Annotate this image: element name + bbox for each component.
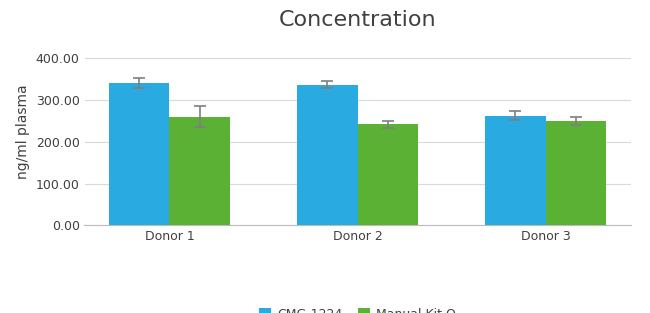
Bar bbox=[109, 84, 170, 225]
Bar bbox=[170, 117, 229, 225]
Bar bbox=[358, 124, 418, 225]
Y-axis label: ng/ml plasma: ng/ml plasma bbox=[16, 84, 30, 179]
Bar bbox=[486, 115, 545, 225]
Bar bbox=[297, 85, 358, 225]
Title: Concentration: Concentration bbox=[279, 10, 436, 30]
Legend: CMG-1224, Manual Kit Q: CMG-1224, Manual Kit Q bbox=[254, 303, 462, 313]
Bar bbox=[545, 121, 606, 225]
